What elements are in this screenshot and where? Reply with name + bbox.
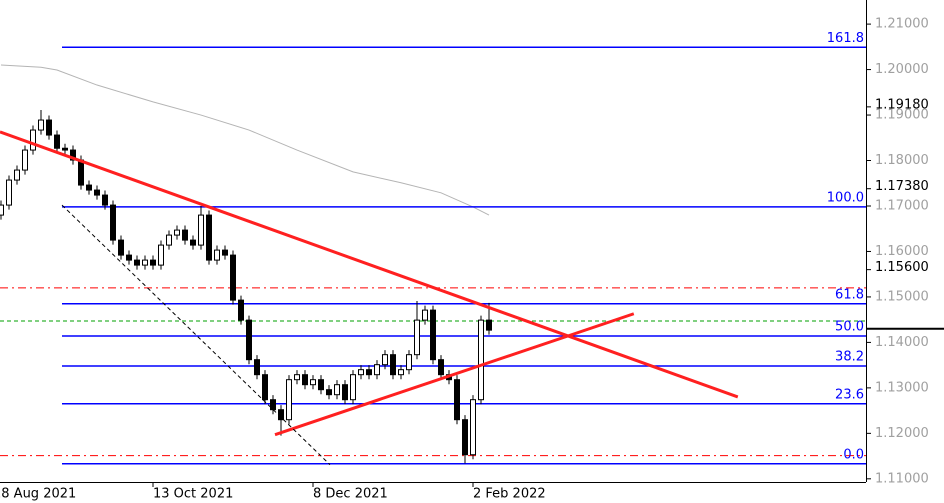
candle-body	[406, 354, 412, 371]
trendline	[0, 130, 739, 399]
candle-body	[334, 384, 340, 396]
y-tick-label: 1.13000	[875, 380, 929, 395]
level-label: 1.19180	[875, 97, 929, 112]
candle-body	[190, 239, 196, 246]
x-tick-label: 13 Oct 2021	[153, 487, 233, 502]
candle-body	[78, 159, 84, 186]
candle-body	[294, 374, 300, 381]
candle-body	[462, 419, 468, 456]
fib-label: 61.8	[835, 287, 864, 302]
candle-body	[86, 184, 92, 191]
trendline	[274, 312, 635, 437]
candle-body	[22, 149, 28, 171]
y-tick-label: 1.11000	[875, 471, 929, 486]
y-tick-label: 1.17000	[875, 198, 929, 213]
candle-body	[230, 254, 236, 301]
candle-body	[310, 379, 316, 386]
candle-body	[174, 229, 180, 236]
y-tick-label: 1.19000	[875, 108, 929, 123]
fib-label: 100.0	[827, 190, 864, 205]
level-label: 1.17380	[875, 179, 929, 194]
trendline	[61, 204, 331, 466]
x-tick-label: 8 Dec 2021	[313, 487, 388, 502]
candle-body	[326, 389, 332, 396]
x-tick-label: 18 Aug 2021	[0, 487, 76, 502]
candle-body	[366, 369, 372, 376]
candle-body	[102, 194, 108, 206]
candle-body	[430, 309, 436, 361]
candle-body	[158, 244, 164, 266]
candle-body	[94, 189, 100, 196]
candle-body	[222, 249, 228, 256]
candle-body	[470, 399, 476, 456]
candle-body	[166, 234, 172, 246]
candle-body	[62, 147, 68, 151]
level-label: 1.15600	[875, 260, 929, 275]
fib-label: 38.2	[835, 350, 864, 365]
candle-body	[438, 359, 444, 376]
candle-body	[254, 359, 260, 376]
candle-body	[214, 249, 220, 261]
candle-body	[54, 134, 60, 149]
candle-body	[486, 319, 492, 331]
candle-body	[422, 309, 428, 321]
y-tick-label: 1.15000	[875, 289, 929, 304]
candle-body	[198, 214, 204, 246]
fib-label: 0.0	[843, 447, 864, 462]
candle-body	[14, 169, 20, 181]
candle-body	[118, 239, 124, 256]
candle-body	[110, 204, 116, 241]
y-tick-label: 1.21000	[875, 17, 929, 32]
y-tick-label: 1.12000	[875, 426, 929, 441]
candle-body	[206, 214, 212, 261]
x-tick-label: 2 Feb 2022	[473, 487, 546, 502]
candle-body	[30, 129, 36, 151]
candle-body	[270, 399, 276, 411]
candle-body	[182, 229, 188, 241]
candle-body	[398, 369, 404, 376]
y-tick-label: 1.14000	[875, 335, 929, 350]
candle-body	[358, 369, 364, 376]
y-tick-label: 1.18000	[875, 153, 929, 168]
candle-body	[46, 119, 52, 136]
candle-body	[286, 379, 292, 421]
fib-label: 161.8	[827, 31, 864, 46]
candle-body	[350, 374, 356, 401]
candle-body	[38, 119, 44, 131]
candle-body	[134, 259, 140, 266]
candle-body	[454, 379, 460, 421]
candle-body	[150, 259, 156, 266]
candle-body	[302, 374, 308, 386]
candle-body	[246, 319, 252, 361]
candle-body	[390, 354, 396, 376]
fib-label: 50.0	[835, 320, 864, 335]
candle-body	[278, 409, 284, 421]
moving-average	[0, 64, 490, 216]
candle-body	[382, 354, 388, 366]
candle-body	[238, 299, 244, 321]
candle-body	[0, 204, 4, 216]
candle-body	[318, 379, 324, 391]
candle-body	[478, 319, 484, 401]
candle-body	[414, 319, 420, 356]
candle-body	[70, 149, 76, 161]
candle-body	[262, 374, 268, 401]
y-tick-label: 1.16000	[875, 244, 929, 259]
candle-body	[142, 259, 148, 266]
fib-label: 23.6	[835, 387, 864, 402]
candle-body	[374, 364, 380, 376]
candle-body	[6, 179, 12, 206]
y-tick-label: 1.20000	[875, 62, 929, 77]
candle-body	[126, 254, 132, 261]
candle-body	[342, 384, 348, 401]
